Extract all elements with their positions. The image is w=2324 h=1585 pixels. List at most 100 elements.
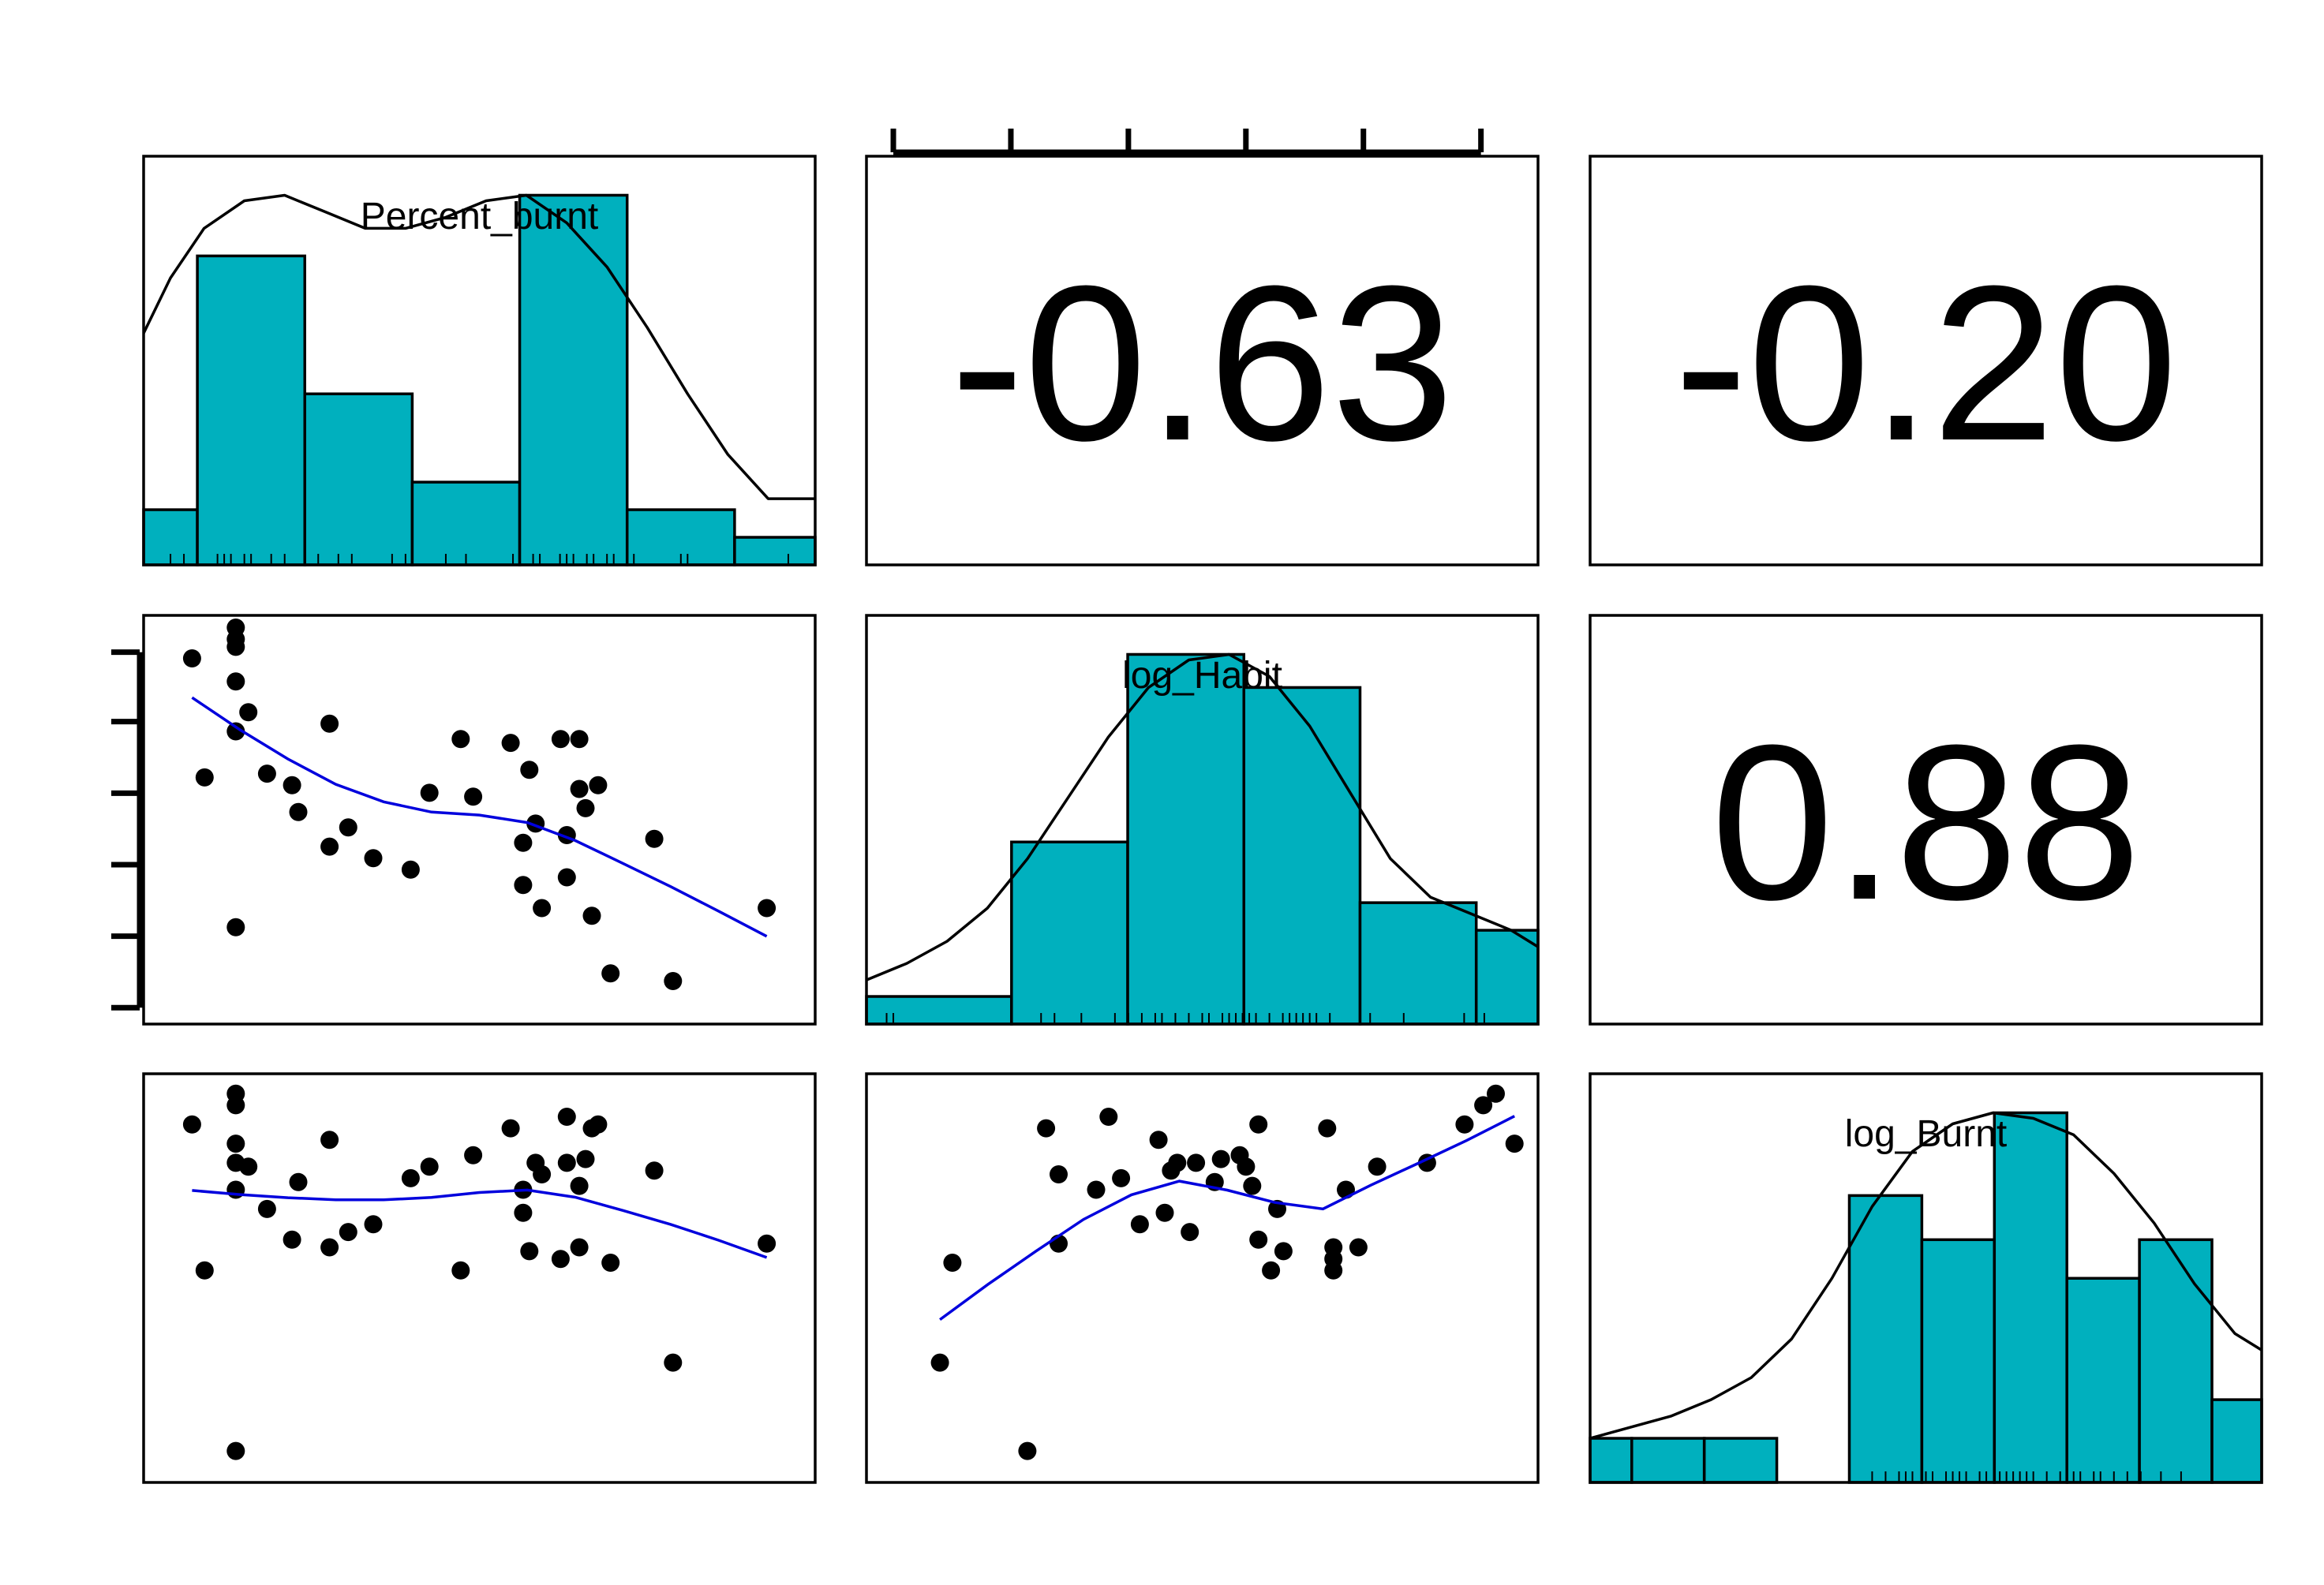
point-log_Burnt-log_Habit-2 <box>1487 1084 1505 1103</box>
point-log_Burnt-log_Habit-25 <box>1050 1165 1068 1183</box>
correlation-value-0: -0.63 <box>950 241 1454 487</box>
point-log_Habit-Percent_burnt-4 <box>226 672 245 691</box>
panel-log_Burnt-log_Habit <box>865 1072 1540 1484</box>
density-curve-Percent_burnt <box>142 193 815 500</box>
hist-bar-log_Burnt-6 <box>1993 1111 2068 1484</box>
hist-bar-Percent_burnt-4 <box>518 193 629 566</box>
point-log_Habit-Percent_burnt-20 <box>501 734 520 753</box>
point-log_Burnt-log_Habit-35 <box>1162 1161 1181 1180</box>
point-log_Habit-Percent_burnt-32 <box>582 907 601 925</box>
panel-frames <box>142 155 2263 1484</box>
variable-label-Percent_burnt: Percent_burnt <box>361 196 599 237</box>
panel-log_Habit-Percent_burnt <box>142 614 817 1026</box>
hist-bar-log_Burnt-4 <box>1847 1194 1924 1484</box>
point-log_Burnt-Percent_burnt-23 <box>520 1242 539 1261</box>
point-log_Burnt-Percent_burnt-5 <box>226 1180 245 1199</box>
point-log_Burnt-log_Habit-36 <box>930 1353 949 1372</box>
hist-bar-log_Habit-1 <box>1010 840 1129 1026</box>
panel-Percent_burnt-log_Burnt <box>1589 155 2263 566</box>
point-log_Burnt-Percent_burnt-20 <box>501 1119 520 1138</box>
smooth-line-log_Habit-Percent_burnt <box>191 696 768 938</box>
point-log_Habit-Percent_burnt-22 <box>514 833 533 852</box>
panel-log_Habit-log_Burnt <box>1589 614 2263 1026</box>
point-log_Burnt-Percent_burnt-33 <box>589 1115 608 1134</box>
point-log_Habit-Percent_burnt-8 <box>239 703 258 722</box>
point-log_Burnt-log_Habit-29 <box>1324 1238 1343 1257</box>
point-log_Burnt-log_Habit-0 <box>1455 1115 1474 1134</box>
point-log_Habit-Percent_burnt-7 <box>226 619 245 637</box>
point-log_Burnt-log_Habit-8 <box>1368 1157 1387 1176</box>
point-log_Burnt-Percent_burnt-18 <box>451 1261 470 1280</box>
point-log_Burnt-Percent_burnt-13 <box>320 1131 339 1149</box>
point-log_Burnt-Percent_burnt-16 <box>401 1168 420 1187</box>
point-log_Habit-Percent_burnt-21 <box>514 876 533 895</box>
variable-label-log_Habit: log_Habit <box>1122 655 1282 697</box>
point-log_Burnt-Percent_burnt-10 <box>283 1230 301 1249</box>
hist-bar-log_Habit-5 <box>1474 929 1540 1026</box>
hist-bar-log_Burnt-7 <box>2065 1277 2141 1484</box>
point-log_Burnt-log_Habit-32 <box>1037 1119 1056 1138</box>
point-log_Habit-Percent_burnt-30 <box>570 779 589 798</box>
point-log_Habit-Percent_burnt-19 <box>464 787 483 806</box>
point-log_Habit-Percent_burnt-18 <box>451 730 470 749</box>
point-log_Burnt-log_Habit-28 <box>1099 1108 1118 1126</box>
point-log_Burnt-Percent_burnt-17 <box>420 1157 439 1176</box>
point-log_Burnt-log_Habit-10 <box>1249 1230 1268 1249</box>
point-log_Habit-Percent_burnt-6 <box>226 918 245 936</box>
point-log_Burnt-Percent_burnt-0 <box>182 1115 201 1134</box>
hist-bar-log_Habit-3 <box>1242 686 1362 1026</box>
point-log_Burnt-Percent_burnt-31 <box>576 1149 595 1168</box>
point-log_Burnt-log_Habit-19 <box>1230 1146 1249 1164</box>
hist-bar-log_Burnt-8 <box>2138 1238 2214 1484</box>
hist-bar-log_Habit-4 <box>1358 901 1478 1026</box>
point-log_Habit-Percent_burnt-11 <box>289 802 308 821</box>
panel-log_Burnt-log_Burnt <box>1589 1072 2263 1484</box>
point-log_Burnt-log_Habit-22 <box>1155 1203 1174 1222</box>
point-log_Burnt-Percent_burnt-27 <box>557 1153 576 1172</box>
point-log_Burnt-Percent_burnt-22 <box>514 1203 533 1222</box>
point-log_Burnt-Percent_burnt-37 <box>758 1234 777 1253</box>
point-log_Habit-Percent_burnt-10 <box>283 776 301 794</box>
point-log_Burnt-log_Habit-24 <box>1187 1153 1206 1172</box>
point-log_Habit-Percent_burnt-0 <box>182 649 201 667</box>
point-log_Burnt-log_Habit-33 <box>1249 1115 1268 1134</box>
hist-bar-Percent_burnt-2 <box>303 392 414 566</box>
point-log_Habit-Percent_burnt-3 <box>226 637 245 656</box>
point-log_Burnt-Percent_burnt-19 <box>464 1146 483 1164</box>
point-log_Burnt-log_Habit-16 <box>1112 1168 1131 1187</box>
density-curve-log_Burnt <box>1589 1111 2262 1440</box>
point-log_Burnt-Percent_burnt-8 <box>239 1157 258 1176</box>
point-log_Burnt-log_Habit-31 <box>1211 1149 1230 1168</box>
hist-bar-log_Burnt-2 <box>1702 1437 1779 1484</box>
point-log_Habit-Percent_burnt-34 <box>601 964 620 983</box>
point-log_Habit-Percent_burnt-1 <box>195 768 214 787</box>
point-log_Burnt-Percent_burnt-14 <box>339 1223 357 1242</box>
panel-Percent_burnt-log_Habit <box>865 155 1540 566</box>
point-log_Burnt-log_Habit-14 <box>1181 1223 1199 1242</box>
correlation-value-2: 0.88 <box>1711 700 2141 946</box>
point-log_Habit-Percent_burnt-17 <box>420 783 439 802</box>
point-log_Habit-Percent_burnt-16 <box>401 860 420 879</box>
point-log_Burnt-Percent_burnt-3 <box>226 1096 245 1115</box>
point-log_Burnt-Percent_burnt-12 <box>320 1238 339 1257</box>
point-log_Burnt-Percent_burnt-7 <box>226 1135 245 1153</box>
point-log_Burnt-log_Habit-30 <box>1243 1176 1262 1195</box>
point-log_Burnt-log_Habit-15 <box>1130 1215 1149 1234</box>
point-log_Habit-Percent_burnt-12 <box>320 714 339 733</box>
point-log_Burnt-Percent_burnt-29 <box>570 1238 589 1257</box>
point-log_Burnt-Percent_burnt-36 <box>664 1353 683 1372</box>
point-log_Burnt-Percent_burnt-35 <box>645 1161 664 1180</box>
point-log_Habit-Percent_burnt-14 <box>339 818 357 837</box>
hist-bar-log_Habit-0 <box>865 995 1013 1026</box>
point-log_Burnt-log_Habit-3 <box>1474 1096 1493 1115</box>
variable-label-log_Burnt: log_Burnt <box>1845 1113 2007 1155</box>
panel-marks <box>111 129 2262 1482</box>
hist-bar-log_Burnt-0 <box>1589 1437 1634 1484</box>
point-log_Burnt-log_Habit-6 <box>1018 1441 1037 1460</box>
point-log_Burnt-log_Habit-12 <box>1349 1238 1368 1257</box>
hist-bar-log_Burnt-1 <box>1630 1437 1706 1484</box>
point-log_Burnt-log_Habit-7 <box>1505 1135 1524 1153</box>
density-curve-log_Habit <box>866 652 1539 981</box>
point-log_Habit-Percent_burnt-29 <box>570 730 589 749</box>
